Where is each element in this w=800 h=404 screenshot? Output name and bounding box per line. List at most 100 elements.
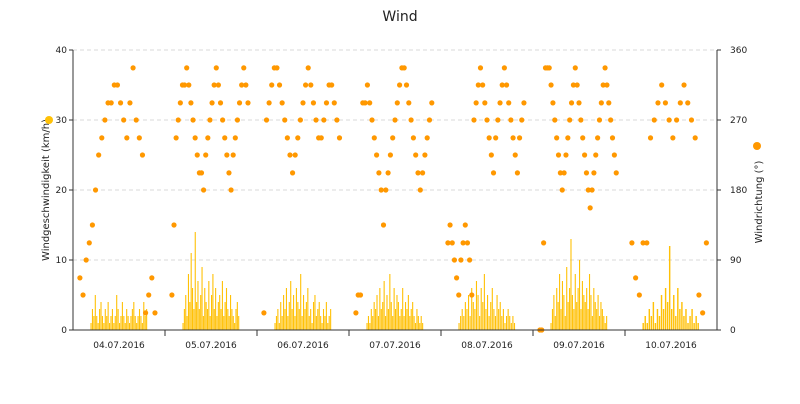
speed-bar [466,309,468,330]
direction-point [245,100,251,106]
direction-point [604,82,610,88]
direction-point [488,152,494,158]
speed-bar [662,309,665,330]
direction-point [565,135,571,141]
speed-bar [471,288,473,330]
y-left-tick-label: 0 [61,326,67,336]
direction-point [234,117,241,123]
speed-bar [590,295,592,330]
speed-bar [133,302,135,330]
speed-bars [90,232,699,330]
direction-point [576,100,582,106]
direction-point [190,117,196,123]
direction-point [550,100,556,106]
y-right-tick-label: 360 [730,46,747,56]
x-tick-label: 06.07.2016 [277,341,329,351]
direction-point [453,275,460,281]
direction-point [578,117,584,123]
axes [69,49,721,336]
direction-point [380,222,387,228]
direction-point [205,135,211,141]
speed-bar [469,316,471,330]
direction-point [521,100,527,106]
speed-bar [652,302,655,330]
direction-point [130,65,136,71]
direction-point [670,135,676,141]
direction-point [149,275,155,281]
direction-point [353,310,359,316]
speed-bar [416,309,418,330]
speed-bar [693,323,695,330]
speed-bar [303,295,305,330]
direction-point [241,65,247,71]
speed-bar [189,302,191,330]
speed-bar [560,309,562,330]
speed-bar [372,316,374,330]
speed-bar [116,295,118,330]
speed-bar [675,316,677,330]
speed-bar [564,316,566,330]
speed-bar [235,309,237,330]
speed-bar [322,309,325,330]
speed-bar [414,323,417,330]
direction-point [514,170,521,176]
speed-bar [393,288,395,330]
speed-bar [137,316,139,330]
speed-bar [509,316,511,330]
direction-point [499,82,505,88]
direction-point [696,292,702,298]
direction-point [175,117,181,123]
direction-point [136,135,142,141]
y-right-tick-label: 180 [730,186,747,196]
speed-bar [377,316,379,330]
speed-bar [193,309,195,330]
speed-bar [650,316,653,330]
direction-point [266,100,272,106]
direction-legend-marker [753,142,761,150]
direction-point [490,170,497,176]
speed-bar [234,323,236,330]
speed-bar [202,316,204,330]
speed-bar [487,295,489,330]
speed-bar [109,323,111,330]
direction-point [501,65,507,71]
direction-point [555,152,562,158]
speed-bar [232,316,234,330]
speed-bar [579,260,581,330]
direction-point [295,135,301,141]
speed-bar [275,316,278,330]
speed-bar [593,288,595,330]
speed-bar [576,302,578,330]
direction-point [289,170,296,176]
direction-point [209,100,215,106]
speed-bar [606,316,608,330]
direction-point [606,100,612,106]
y-right-tick-label: 270 [730,116,747,126]
speed-bar [320,316,322,330]
direction-point [215,82,221,88]
speed-bar [114,316,116,330]
direction-point [392,117,398,123]
direction-point [552,117,558,123]
speed-bar [644,316,646,330]
speed-bar [491,288,493,330]
direction-point [464,240,471,246]
direction-point [308,82,314,88]
direction-point [570,82,577,88]
direction-point [300,100,306,106]
speed-bar [412,302,414,330]
speed-bar [182,323,184,330]
speed-bar [550,323,552,330]
speed-bar [584,302,586,330]
speed-bar [480,288,482,330]
speed-bar [305,302,307,330]
direction-point [640,240,646,246]
speed-bar [603,316,605,330]
x-tick-label: 10.07.2016 [645,341,697,351]
speed-bar [483,274,485,330]
speed-bar [404,302,407,330]
direction-point [580,135,586,141]
speed-bar [99,309,101,330]
direction-point [567,117,573,123]
